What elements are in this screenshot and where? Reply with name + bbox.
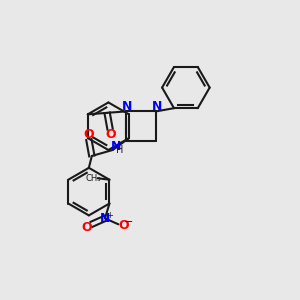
Text: O: O xyxy=(105,128,116,141)
Text: N: N xyxy=(152,100,162,113)
Text: O: O xyxy=(83,128,94,141)
Text: O: O xyxy=(118,219,129,232)
Text: +: + xyxy=(106,212,113,220)
Text: N: N xyxy=(110,140,121,153)
Text: −: − xyxy=(124,217,133,227)
Text: CH₃: CH₃ xyxy=(85,174,101,183)
Text: O: O xyxy=(82,221,92,234)
Text: N: N xyxy=(122,100,133,113)
Text: H: H xyxy=(116,145,124,155)
Text: N: N xyxy=(100,212,110,225)
